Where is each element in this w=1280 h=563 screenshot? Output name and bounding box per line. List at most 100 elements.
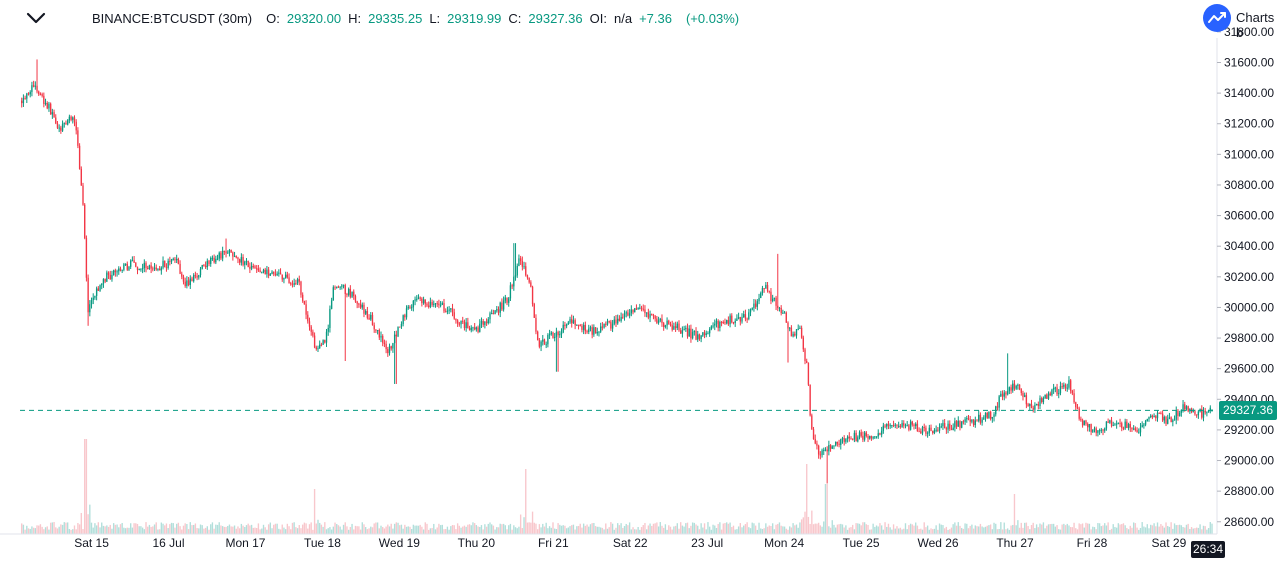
volume-bar bbox=[201, 525, 203, 534]
volume-bar bbox=[778, 522, 781, 534]
volume-bar bbox=[754, 525, 757, 534]
volume-bar bbox=[598, 526, 600, 534]
volume-bar bbox=[256, 527, 258, 534]
candle-body bbox=[765, 284, 767, 289]
volume-bar bbox=[644, 522, 646, 534]
volume-bar bbox=[531, 511, 534, 534]
candle-body bbox=[187, 280, 190, 285]
volume-bar bbox=[388, 526, 391, 534]
candle-body bbox=[775, 297, 777, 306]
volume-bar bbox=[349, 526, 352, 534]
candle-body bbox=[349, 288, 352, 297]
candle-body bbox=[743, 314, 745, 318]
candle-body bbox=[417, 297, 420, 299]
candle-body bbox=[513, 276, 515, 287]
volume-bar bbox=[984, 526, 987, 534]
candle-body bbox=[972, 419, 975, 426]
volume-bar bbox=[540, 527, 542, 534]
volume-bar bbox=[955, 525, 958, 534]
volume-bar bbox=[182, 525, 185, 534]
price-axis[interactable]: 31800.00 31600.00 31400.00 31200.00 31000.00… bbox=[1217, 25, 1274, 529]
volume-bar bbox=[342, 524, 345, 534]
candle-body bbox=[1129, 424, 1131, 428]
volume-bar bbox=[290, 529, 292, 534]
volume-bar bbox=[405, 526, 408, 534]
volume-bar bbox=[652, 523, 655, 534]
candle-body bbox=[315, 347, 317, 349]
volume-bar bbox=[1187, 523, 1189, 534]
candle-body bbox=[1001, 393, 1004, 397]
volume-bar bbox=[470, 525, 472, 534]
volume-bar bbox=[296, 528, 299, 534]
candle-body bbox=[1013, 383, 1016, 389]
volume-bar bbox=[172, 523, 174, 534]
candle-body bbox=[453, 312, 455, 319]
time-axis[interactable]: Sat 15 16 Jul Mon 17 Tue 18 Wed 19 Thu 20 Fri … bbox=[74, 536, 1186, 550]
candle-body bbox=[124, 263, 127, 265]
candle-body bbox=[577, 324, 580, 326]
volume-bar bbox=[341, 529, 343, 534]
candle-body bbox=[301, 294, 304, 301]
candle-body bbox=[843, 438, 845, 442]
candle-body bbox=[1139, 427, 1142, 433]
price-tick-label: 31400.00 bbox=[1224, 86, 1274, 100]
volume-bar bbox=[753, 523, 755, 534]
candle-body bbox=[966, 418, 968, 420]
candle-body bbox=[971, 419, 973, 422]
candle-body bbox=[1027, 404, 1029, 406]
candle-body bbox=[618, 318, 621, 321]
volume-bar bbox=[364, 527, 367, 534]
candle-body bbox=[1020, 389, 1022, 393]
change-value: +7.36 bbox=[639, 11, 672, 26]
volume-bar bbox=[601, 527, 604, 534]
volume-bar bbox=[1025, 522, 1028, 534]
candle-body bbox=[359, 304, 362, 308]
chevron-down-icon[interactable] bbox=[24, 8, 48, 30]
volume-bar bbox=[208, 529, 210, 534]
time-tick-label: Wed 26 bbox=[917, 536, 958, 550]
volume-bar bbox=[499, 523, 501, 534]
brand-text[interactable]: Charts b bbox=[1236, 10, 1275, 40]
candle-body bbox=[167, 260, 169, 268]
volume-bar bbox=[751, 522, 753, 534]
volume-bar bbox=[286, 523, 289, 534]
volume-bar bbox=[329, 527, 331, 534]
volume-bar bbox=[770, 525, 772, 534]
volume-bar bbox=[21, 523, 23, 534]
candle-body bbox=[78, 145, 81, 169]
candle-body bbox=[281, 274, 283, 280]
volume-bar bbox=[748, 527, 750, 534]
volume-bar bbox=[439, 525, 442, 534]
symbol-title[interactable]: BINANCE:BTCUSDT (30m) bbox=[92, 11, 253, 26]
candle-body bbox=[121, 269, 123, 271]
volume-bar bbox=[27, 528, 30, 534]
volume-bar bbox=[996, 529, 999, 534]
volume-bar bbox=[484, 524, 486, 534]
candle-body bbox=[283, 277, 285, 280]
candle-body bbox=[783, 312, 786, 314]
volume-bar bbox=[606, 528, 609, 534]
volume-bar bbox=[518, 526, 520, 534]
volume-bar bbox=[1006, 528, 1009, 534]
trend-logo-icon[interactable] bbox=[1203, 4, 1231, 32]
volume-bar bbox=[210, 524, 212, 534]
candle-body bbox=[1132, 428, 1135, 430]
volume-bar bbox=[909, 523, 912, 534]
candle-body bbox=[1083, 420, 1085, 426]
volume-bar bbox=[855, 523, 857, 534]
volume-bar bbox=[1119, 524, 1121, 534]
candle-body bbox=[397, 326, 399, 337]
volume-bar bbox=[720, 529, 723, 534]
candle-body bbox=[147, 267, 149, 269]
volume-bar bbox=[279, 529, 282, 534]
volume-bar bbox=[860, 525, 862, 534]
volume-bar bbox=[126, 527, 128, 534]
candle-body bbox=[114, 270, 117, 273]
candle-body bbox=[872, 437, 874, 439]
volume-bar bbox=[1134, 523, 1137, 534]
candle-body bbox=[1156, 412, 1159, 419]
volume-bar bbox=[118, 527, 120, 534]
time-tick-label: Tue 25 bbox=[843, 536, 880, 550]
candle-body bbox=[332, 287, 335, 301]
